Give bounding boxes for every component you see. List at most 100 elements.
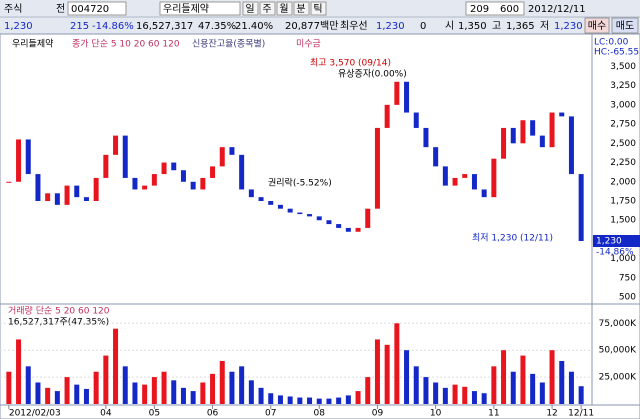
open-label: 시 bbox=[445, 20, 454, 32]
y-tick-label: 750 bbox=[619, 273, 636, 283]
x-tick-label: 12 bbox=[546, 409, 557, 419]
candle bbox=[287, 208, 293, 213]
volume-bar bbox=[559, 360, 565, 404]
candle bbox=[510, 127, 516, 144]
candle bbox=[365, 208, 371, 228]
sell-button[interactable] bbox=[611, 17, 639, 34]
volume-bar bbox=[103, 355, 109, 404]
candle bbox=[35, 174, 41, 201]
volume-bar bbox=[336, 397, 342, 404]
high-label: 고 bbox=[492, 21, 501, 32]
name: 우리들제약 bbox=[163, 3, 209, 15]
x-tick-label: 09 bbox=[372, 409, 384, 419]
period-button[interactable] bbox=[276, 1, 293, 16]
period[interactable]: 주 bbox=[262, 4, 271, 15]
period[interactable]: 틱 bbox=[313, 3, 322, 15]
buy[interactable]: 매수 bbox=[588, 20, 606, 32]
volume-bar bbox=[510, 371, 516, 404]
x-tick-label: 10 bbox=[430, 409, 442, 419]
x-tick-label: 04 bbox=[100, 409, 112, 419]
volume-bar bbox=[268, 393, 274, 404]
volume-bar bbox=[530, 373, 536, 404]
period[interactable]: 월 bbox=[279, 3, 288, 15]
lc: LC:0.00 bbox=[594, 38, 629, 48]
period[interactable]: 분 bbox=[296, 3, 305, 15]
volume-bar bbox=[481, 393, 487, 404]
period-button[interactable] bbox=[242, 1, 259, 16]
candle bbox=[336, 224, 342, 228]
candle bbox=[394, 81, 400, 105]
current-price: 1,230 bbox=[596, 237, 622, 247]
code-box[interactable] bbox=[67, 1, 127, 16]
y-tick-label: 2,500 bbox=[610, 139, 636, 149]
market[interactable]: 주식 bbox=[4, 3, 22, 15]
period-button[interactable] bbox=[310, 1, 327, 16]
y-tick-label: 2,750 bbox=[610, 120, 636, 130]
volume-bar bbox=[501, 350, 507, 404]
x-tick-label: 11 bbox=[488, 409, 499, 419]
candle bbox=[229, 147, 235, 155]
candle bbox=[239, 154, 245, 190]
period[interactable]: 일 bbox=[245, 3, 254, 15]
candle bbox=[16, 139, 22, 182]
volume-bar bbox=[287, 396, 293, 404]
y-tick-label: 2,000 bbox=[610, 177, 636, 187]
candle bbox=[501, 127, 507, 159]
total: 600 bbox=[500, 4, 519, 15]
volume-bar bbox=[307, 397, 313, 404]
candle bbox=[413, 112, 419, 128]
annotation: 최저 1,230 (12/11) bbox=[472, 233, 553, 244]
y-tick-label: 1,500 bbox=[610, 216, 636, 226]
y-tick-label: 1,000 bbox=[610, 254, 636, 264]
candle bbox=[549, 112, 555, 148]
candle bbox=[132, 177, 138, 190]
volume-bar bbox=[491, 366, 497, 404]
volume-bar bbox=[277, 395, 283, 404]
turnover: 21.40% bbox=[235, 21, 273, 32]
candle bbox=[54, 193, 60, 205]
volume-bar bbox=[239, 366, 245, 404]
annotation: 유상증자(0.00%) bbox=[338, 69, 407, 80]
candle bbox=[568, 116, 574, 175]
candle bbox=[25, 139, 31, 175]
candle bbox=[210, 166, 216, 178]
buy-button[interactable] bbox=[584, 17, 610, 34]
sell[interactable]: 매도 bbox=[616, 20, 634, 32]
volume-bar bbox=[151, 377, 157, 404]
amount: 20,877백만 bbox=[285, 20, 338, 32]
y-tick-label: 3,500 bbox=[610, 62, 636, 72]
price: 1,230 bbox=[4, 21, 33, 32]
period-button[interactable] bbox=[293, 1, 310, 16]
volume-bar bbox=[374, 339, 380, 404]
volume-bar bbox=[520, 355, 526, 404]
candle bbox=[45, 193, 51, 201]
candle bbox=[93, 177, 99, 201]
open: 1,350 bbox=[458, 21, 487, 32]
volume-bar bbox=[54, 391, 60, 404]
candle bbox=[258, 197, 264, 201]
y-tick-label: 500 bbox=[619, 293, 636, 303]
volume-bar bbox=[549, 350, 555, 404]
volume-bar bbox=[64, 377, 70, 404]
volume-bar bbox=[423, 377, 429, 404]
period-button[interactable] bbox=[259, 1, 276, 16]
rate: -14.86% bbox=[92, 21, 134, 32]
volume-legend: 거래량 단순 5 20 60 120 bbox=[8, 305, 110, 317]
candle bbox=[83, 197, 89, 201]
date[interactable]: 2012/12/11 bbox=[528, 4, 586, 15]
candle bbox=[423, 127, 429, 148]
count-box[interactable] bbox=[465, 1, 525, 16]
code[interactable]: 004720 bbox=[71, 4, 109, 15]
annotation: 최고 3,570 (09/14) bbox=[310, 58, 391, 69]
y-tick-label: 2,250 bbox=[610, 158, 636, 168]
candle bbox=[64, 185, 70, 205]
legend: 종가 단순 5 10 20 60 120 bbox=[72, 39, 180, 50]
volume-bar bbox=[6, 371, 12, 404]
volume-bar bbox=[200, 382, 206, 404]
volume-bar bbox=[297, 397, 303, 404]
candle bbox=[219, 147, 225, 167]
volume-bar bbox=[210, 373, 216, 404]
candle bbox=[578, 174, 584, 241]
count[interactable]: 209 bbox=[470, 4, 489, 15]
